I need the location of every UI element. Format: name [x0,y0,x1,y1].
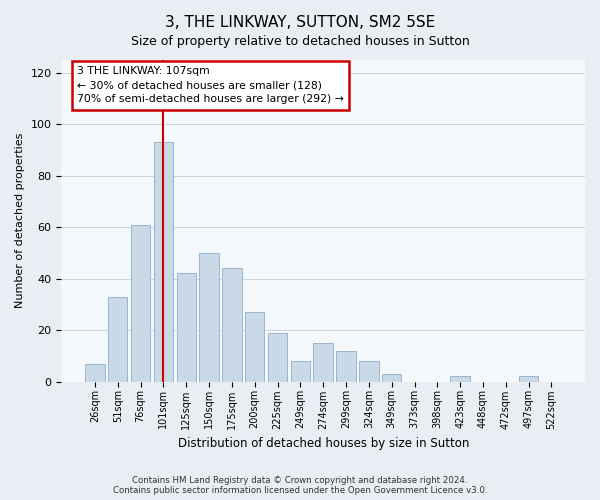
Bar [222,268,242,382]
Bar [359,361,379,382]
Bar [131,224,150,382]
Bar [85,364,104,382]
Bar [154,142,173,382]
Bar [290,361,310,382]
Bar [108,296,127,382]
Bar [199,253,219,382]
Bar [268,332,287,382]
Bar [451,376,470,382]
Bar [313,343,333,382]
Bar [176,274,196,382]
Bar [245,312,265,382]
Bar [382,374,401,382]
Y-axis label: Number of detached properties: Number of detached properties [15,133,25,308]
Bar [519,376,538,382]
X-axis label: Distribution of detached houses by size in Sutton: Distribution of detached houses by size … [178,437,469,450]
Bar [337,350,356,382]
Text: 3, THE LINKWAY, SUTTON, SM2 5SE: 3, THE LINKWAY, SUTTON, SM2 5SE [165,15,435,30]
Text: Size of property relative to detached houses in Sutton: Size of property relative to detached ho… [131,35,469,48]
Text: 3 THE LINKWAY: 107sqm
← 30% of detached houses are smaller (128)
70% of semi-det: 3 THE LINKWAY: 107sqm ← 30% of detached … [77,66,344,104]
Text: Contains HM Land Registry data © Crown copyright and database right 2024.
Contai: Contains HM Land Registry data © Crown c… [113,476,487,495]
